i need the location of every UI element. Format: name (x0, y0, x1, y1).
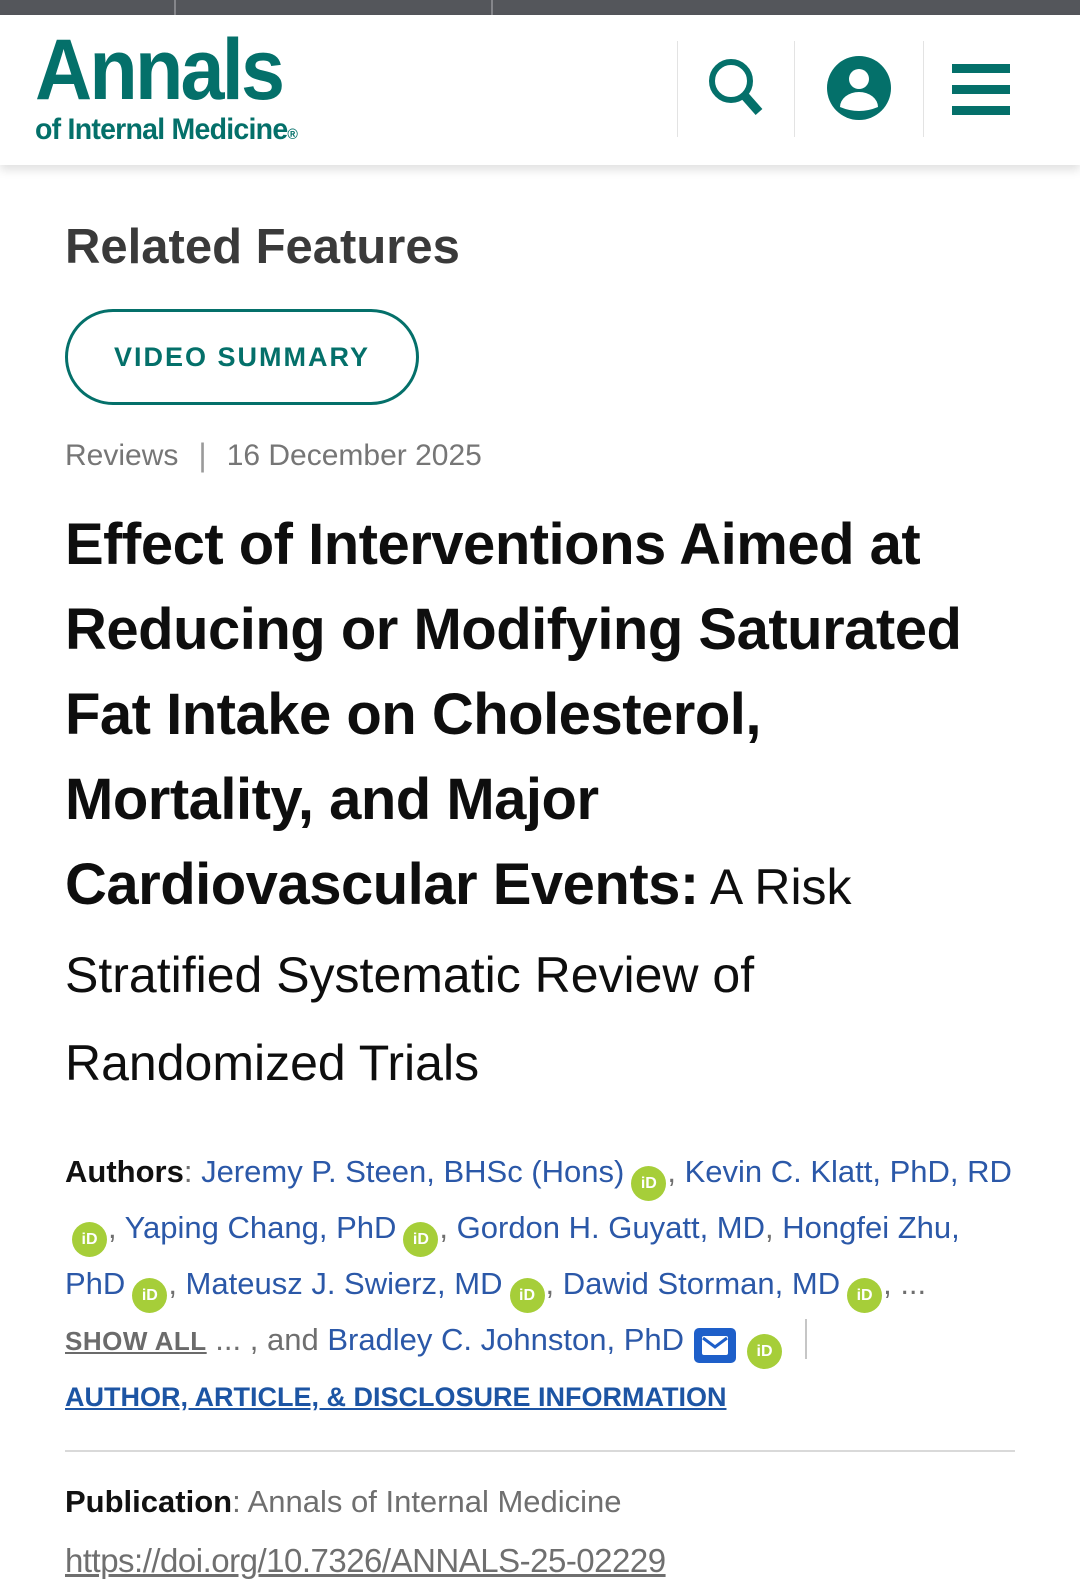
section-title: Related Features (65, 220, 460, 274)
logo-title: Annals (35, 22, 285, 119)
author-separator: , (439, 1210, 457, 1245)
authors-label-separator: : (183, 1154, 202, 1189)
search-icon (706, 57, 766, 122)
section-divider (65, 1450, 1015, 1452)
disclosure-info-link[interactable]: AUTHOR, ARTICLE, & DISCLOSURE INFORMATIO… (65, 1382, 727, 1412)
article-category[interactable]: Reviews (65, 438, 179, 472)
author-link[interactable]: Jeremy P. Steen, BHSc (Hons) (201, 1154, 625, 1189)
author-separator: , (545, 1266, 563, 1301)
chrome-divider (491, 0, 493, 15)
author-link[interactable]: Yaping Chang, PhD (124, 1210, 397, 1245)
orcid-icon[interactable]: iD (72, 1222, 107, 1257)
authors-label: Authors (65, 1154, 184, 1189)
author-separator: , ... (883, 1266, 927, 1301)
article-header-section: Related Features VIDEO SUMMARY Reviews |… (0, 219, 1080, 1580)
annals-logo[interactable]: Annals of Internal Medicine® (35, 22, 311, 146)
browser-chrome-bar (0, 0, 1080, 15)
show-all-authors-button[interactable]: SHOW ALL (65, 1326, 207, 1356)
menu-button[interactable] (924, 41, 1038, 137)
orcid-icon[interactable]: iD (747, 1334, 782, 1369)
publication-line: Publication: Annals of Internal Medicine (65, 1478, 1015, 1526)
meta-separator: | (198, 437, 207, 473)
article-date: 16 December 2025 (226, 438, 482, 472)
hamburger-icon (952, 63, 1010, 115)
authors-block: Authors: Jeremy P. Steen, BHSc (Hons) iD,… (65, 1145, 1015, 1424)
registered-mark: ® (287, 125, 298, 143)
orcid-icon[interactable]: iD (509, 1278, 545, 1313)
author-separator: , (765, 1210, 783, 1245)
header-divider (794, 41, 795, 137)
publication-value: Annals of Internal Medicine (247, 1484, 622, 1519)
doi-link[interactable]: https://doi.org/10.7326/ANNALS-25-02229 (65, 1542, 666, 1579)
author-link[interactable]: Dawid Storman, MD (562, 1266, 841, 1301)
author-link[interactable]: Mateusz J. Swierz, MD (185, 1266, 503, 1301)
chrome-divider (174, 0, 176, 15)
video-summary-button[interactable]: VIDEO SUMMARY (65, 309, 420, 405)
authors-segments: Jeremy P. Steen, BHSc (Hons) iD, Kevin C.… (65, 1154, 1012, 1369)
orcid-icon[interactable]: iD (403, 1222, 439, 1257)
publication-label: Publication (65, 1484, 233, 1519)
disclosure-divider (805, 1319, 807, 1359)
author-link[interactable]: Hongfei Zhu, PhD (65, 1210, 960, 1301)
article-meta: Reviews | 16 December 2025 (65, 437, 1015, 474)
logo-subtitle: of Internal Medicine (35, 112, 288, 146)
publication-separator: : (232, 1484, 248, 1519)
user-icon (827, 55, 891, 123)
account-button[interactable] (795, 41, 923, 137)
author-separator: , (168, 1266, 186, 1301)
header-divider (677, 41, 678, 137)
header-actions (677, 41, 1038, 137)
orcid-icon[interactable]: iD (631, 1166, 667, 1201)
author-separator: , (667, 1154, 685, 1189)
article-title-subtitle: A Risk Stratified Systematic Review of R… (65, 859, 852, 1091)
author-separator: , (108, 1210, 125, 1245)
orcid-icon[interactable]: iD (132, 1278, 168, 1313)
search-button[interactable] (678, 41, 794, 137)
article-title-main: Effect of Interventions Aimed at Reducin… (65, 512, 962, 917)
author-link[interactable]: Bradley C. Johnston, PhD (327, 1322, 684, 1357)
email-icon[interactable] (694, 1328, 736, 1363)
orcid-icon[interactable]: iD (847, 1278, 883, 1313)
header-divider (923, 41, 924, 137)
site-header: Annals of Internal Medicine® (0, 15, 1080, 165)
author-link[interactable]: Gordon H. Guyatt, MD (456, 1210, 766, 1245)
article-title: Effect of Interventions Aimed at Reducin… (65, 502, 1015, 1107)
author-link[interactable]: Kevin C. Klatt, PhD, RD (684, 1154, 1012, 1189)
author-separator: ... , and (206, 1322, 328, 1357)
